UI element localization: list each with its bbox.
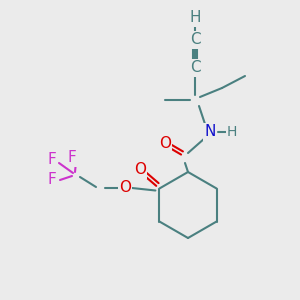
Text: H: H — [227, 125, 237, 139]
Text: F: F — [68, 151, 76, 166]
Text: O: O — [119, 181, 131, 196]
Text: C: C — [190, 32, 200, 47]
Text: N: N — [204, 124, 216, 140]
Text: O: O — [159, 136, 171, 151]
Text: F: F — [48, 152, 56, 167]
Text: F: F — [48, 172, 56, 188]
Text: H: H — [189, 11, 201, 26]
Text: C: C — [190, 61, 200, 76]
Text: O: O — [134, 163, 146, 178]
